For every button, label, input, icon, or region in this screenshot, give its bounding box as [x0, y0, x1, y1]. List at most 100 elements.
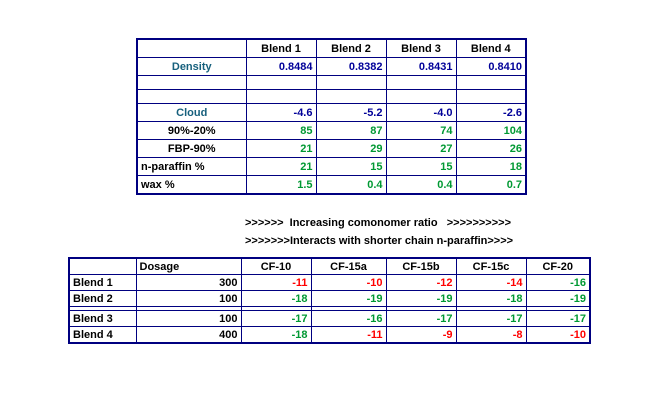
- row-label-blend-4: Blend 4: [68, 326, 137, 344]
- row-label-blend-1: Blend 1: [68, 274, 137, 291]
- row-label-density: Density: [136, 57, 247, 76]
- blend-4-cf-15c: -8: [455, 326, 527, 344]
- corner-cell: [68, 257, 137, 275]
- blend-3-cf-20: -17: [525, 310, 591, 327]
- blend-1-row: Blend 1 300 -11 -10 -12 -14 -16: [68, 274, 591, 291]
- blend-3-cf-15a: -16: [310, 310, 387, 327]
- col-header-cf-20: CF-20: [525, 257, 591, 275]
- row-label-blend-3: Blend 3: [68, 310, 137, 327]
- blank-cell: [245, 89, 317, 104]
- top-header-row: Blend 1 Blend 2 Blend 3 Blend 4: [136, 38, 527, 58]
- row-label-90-20: 90%-20%: [136, 121, 247, 140]
- col-header-cf-15c: CF-15c: [455, 257, 527, 275]
- fbp-90-row: FBP-90% 21 29 27 26: [136, 139, 527, 158]
- blend-4-row: Blend 4 400 -18 -11 -9 -8 -10: [68, 326, 591, 344]
- blend-3-cf-10: -17: [240, 310, 312, 327]
- blank-cell: [385, 75, 457, 90]
- corner-cell: [136, 38, 247, 58]
- blend-2-cf-20: -19: [525, 290, 591, 307]
- row-label-cloud: Cloud: [136, 103, 247, 122]
- blend-2-cf-10: -18: [240, 290, 312, 307]
- blank-cell: [136, 89, 247, 104]
- col-header-blend-2: Blend 2: [315, 38, 387, 58]
- annotation-comonomer-ratio: >>>>>> Increasing comonomer ratio >>>>>>…: [245, 217, 511, 229]
- blend-2-cf-15c: -18: [455, 290, 527, 307]
- cloud-row: Cloud -4.6 -5.2 -4.0 -2.6: [136, 103, 527, 122]
- row-label-wax: wax %: [136, 175, 247, 195]
- n-paraffin-row: n-paraffin % 21 15 15 18: [136, 157, 527, 176]
- blend-properties-table: Blend 1 Blend 2 Blend 3 Blend 4 Density …: [136, 38, 527, 195]
- fbp-blend2: 29: [315, 139, 387, 158]
- blend-4-cf-15b: -9: [385, 326, 457, 344]
- blank-cell: [315, 75, 387, 90]
- blend-3-dosage: 100: [135, 310, 242, 327]
- blank-row: [136, 75, 527, 90]
- col-header-cf-15b: CF-15b: [385, 257, 457, 275]
- col-header-dosage: Dosage: [135, 257, 242, 275]
- blend-4-cf-15a: -11: [310, 326, 387, 344]
- wax-blend2: 0.4: [315, 175, 387, 195]
- blend-2-cf-15a: -19: [310, 290, 387, 307]
- density-blend2: 0.8382: [315, 57, 387, 76]
- blank-cell: [136, 75, 247, 90]
- blend-1-dosage: 300: [135, 274, 242, 291]
- d9020-blend2: 87: [315, 121, 387, 140]
- blend-3-row: Blend 3 100 -17 -16 -17 -17 -17: [68, 310, 591, 327]
- blend-4-dosage: 400: [135, 326, 242, 344]
- row-label-blend-2: Blend 2: [68, 290, 137, 307]
- col-header-cf-10: CF-10: [240, 257, 312, 275]
- d9020-blend1: 85: [245, 121, 317, 140]
- wax-blend4: 0.7: [455, 175, 527, 195]
- wax-row: wax % 1.5 0.4 0.4 0.7: [136, 175, 527, 195]
- density-blend4: 0.8410: [455, 57, 527, 76]
- blank-cell: [385, 89, 457, 104]
- dist-90-20-row: 90%-20% 85 87 74 104: [136, 121, 527, 140]
- blend-1-cf-20: -16: [525, 274, 591, 291]
- row-label-fbp-90: FBP-90%: [136, 139, 247, 158]
- bottom-header-row: Dosage CF-10 CF-15a CF-15b CF-15c CF-20: [68, 257, 591, 275]
- nparaffin-blend3: 15: [385, 157, 457, 176]
- cloud-blend4: -2.6: [455, 103, 527, 122]
- col-header-cf-15a: CF-15a: [310, 257, 387, 275]
- cloud-blend3: -4.0: [385, 103, 457, 122]
- nparaffin-blend1: 21: [245, 157, 317, 176]
- additive-response-table: Dosage CF-10 CF-15a CF-15b CF-15c CF-20 …: [68, 257, 591, 344]
- col-header-blend-4: Blend 4: [455, 38, 527, 58]
- blend-2-dosage: 100: [135, 290, 242, 307]
- blank-cell: [455, 75, 527, 90]
- blend-4-cf-20: -10: [525, 326, 591, 344]
- annotation-n-paraffin-interaction: >>>>>>>Interacts with shorter chain n-pa…: [245, 235, 514, 247]
- density-blend1: 0.8484: [245, 57, 317, 76]
- fbp-blend4: 26: [455, 139, 527, 158]
- cloud-blend1: -4.6: [245, 103, 317, 122]
- nparaffin-blend4: 18: [455, 157, 527, 176]
- blend-1-cf-15c: -14: [455, 274, 527, 291]
- row-label-n-paraffin: n-paraffin %: [136, 157, 247, 176]
- d9020-blend4: 104: [455, 121, 527, 140]
- blank-row: [136, 89, 527, 104]
- d9020-blend3: 74: [385, 121, 457, 140]
- col-header-blend-3: Blend 3: [385, 38, 457, 58]
- fbp-blend1: 21: [245, 139, 317, 158]
- cloud-blend2: -5.2: [315, 103, 387, 122]
- blank-cell: [455, 89, 527, 104]
- blank-cell: [245, 75, 317, 90]
- blend-1-cf-15b: -12: [385, 274, 457, 291]
- blend-1-cf-15a: -10: [310, 274, 387, 291]
- blend-4-cf-10: -18: [240, 326, 312, 344]
- blend-3-cf-15c: -17: [455, 310, 527, 327]
- blank-cell: [315, 89, 387, 104]
- wax-blend3: 0.4: [385, 175, 457, 195]
- col-header-blend-1: Blend 1: [245, 38, 317, 58]
- blend-2-row: Blend 2 100 -18 -19 -19 -18 -19: [68, 290, 591, 307]
- nparaffin-blend2: 15: [315, 157, 387, 176]
- fbp-blend3: 27: [385, 139, 457, 158]
- wax-blend1: 1.5: [245, 175, 317, 195]
- spacer-row: [68, 306, 591, 311]
- blend-3-cf-15b: -17: [385, 310, 457, 327]
- density-row: Density 0.8484 0.8382 0.8431 0.8410: [136, 57, 527, 76]
- blend-1-cf-10: -11: [240, 274, 312, 291]
- blend-2-cf-15b: -19: [385, 290, 457, 307]
- density-blend3: 0.8431: [385, 57, 457, 76]
